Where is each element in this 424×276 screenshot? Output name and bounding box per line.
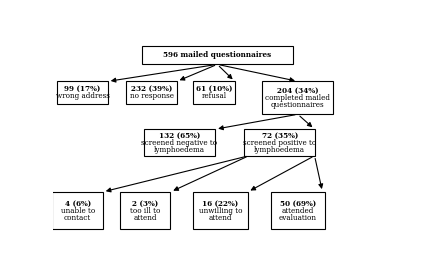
FancyBboxPatch shape [126,81,177,104]
Text: screened positive to: screened positive to [243,139,316,147]
Text: no response: no response [130,92,173,100]
Text: completed mailed: completed mailed [265,94,330,102]
Text: 596 mailed questionnaires: 596 mailed questionnaires [163,51,271,59]
FancyBboxPatch shape [52,192,103,229]
Text: screened negative to: screened negative to [142,139,218,147]
FancyBboxPatch shape [120,192,170,229]
FancyBboxPatch shape [271,192,325,229]
Text: lymphoedema: lymphoedema [154,145,205,153]
FancyBboxPatch shape [144,129,215,156]
Text: 4 (6%): 4 (6%) [64,200,91,208]
Text: 50 (69%): 50 (69%) [280,200,316,208]
Text: too ill to: too ill to [130,206,160,214]
Text: contact: contact [64,214,91,222]
Text: 99 (17%): 99 (17%) [64,85,101,93]
Text: 16 (22%): 16 (22%) [203,200,239,208]
Text: unwilling to: unwilling to [199,206,243,214]
FancyBboxPatch shape [142,46,293,65]
Text: lymphoedema: lymphoedema [254,145,305,153]
Text: questionnaires: questionnaires [271,101,325,109]
Text: refusal: refusal [201,92,226,100]
FancyBboxPatch shape [262,81,333,115]
FancyBboxPatch shape [244,129,315,156]
FancyBboxPatch shape [193,81,234,104]
FancyBboxPatch shape [193,192,248,229]
Text: wrong address: wrong address [56,92,109,100]
Text: attended: attended [282,206,314,214]
Text: attend: attend [209,214,232,222]
Text: attend: attend [133,214,157,222]
FancyBboxPatch shape [57,81,108,104]
Text: 72 (35%): 72 (35%) [262,132,298,140]
Text: 61 (10%): 61 (10%) [196,85,232,93]
Text: evaluation: evaluation [279,214,317,222]
Text: 132 (65%): 132 (65%) [159,132,200,140]
Text: 204 (34%): 204 (34%) [277,87,318,95]
Text: unable to: unable to [61,206,95,214]
Text: 2 (3%): 2 (3%) [132,200,158,208]
Text: 232 (39%): 232 (39%) [131,85,172,93]
